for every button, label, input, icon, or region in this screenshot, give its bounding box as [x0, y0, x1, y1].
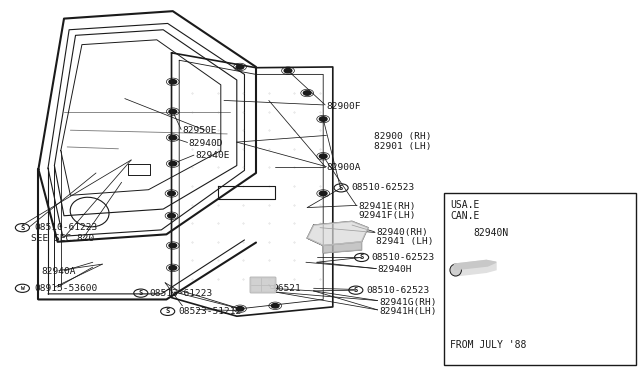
Text: S: S [20, 225, 24, 231]
Text: S: S [339, 185, 343, 191]
Circle shape [284, 68, 292, 73]
Polygon shape [307, 221, 368, 246]
Circle shape [319, 191, 327, 196]
Text: 08915-53600: 08915-53600 [34, 284, 97, 293]
Polygon shape [454, 260, 496, 276]
Circle shape [319, 154, 327, 158]
Text: 08510-62523: 08510-62523 [351, 183, 415, 192]
Circle shape [303, 91, 311, 95]
Polygon shape [323, 242, 362, 253]
Circle shape [271, 304, 279, 308]
Circle shape [169, 109, 177, 114]
Text: *828*0026: *828*0026 [579, 357, 621, 366]
Text: 82941H(LH): 82941H(LH) [379, 307, 436, 316]
Circle shape [168, 191, 175, 196]
Text: 92941F(LH): 92941F(LH) [358, 211, 416, 220]
Text: 82901 (LH): 82901 (LH) [374, 142, 432, 151]
Circle shape [169, 80, 177, 84]
Circle shape [236, 65, 244, 69]
Text: 08510-62523: 08510-62523 [372, 253, 435, 262]
Circle shape [169, 243, 177, 248]
Text: 82941 (LH): 82941 (LH) [376, 237, 434, 246]
Text: 08510-61223: 08510-61223 [34, 223, 97, 232]
Text: 82940(RH): 82940(RH) [376, 228, 428, 237]
Text: 82900F: 82900F [326, 102, 361, 110]
Text: 08523-51212: 08523-51212 [178, 307, 241, 316]
Text: S: S [360, 254, 364, 260]
Text: S: S [139, 290, 143, 296]
Polygon shape [454, 260, 496, 270]
Text: SEE SEC.820: SEE SEC.820 [31, 234, 94, 243]
Text: 82941G(RH): 82941G(RH) [379, 298, 436, 307]
Text: 82950E: 82950E [182, 126, 217, 135]
Circle shape [169, 266, 177, 270]
Text: 82900A: 82900A [326, 163, 361, 172]
Polygon shape [250, 277, 275, 292]
Text: 08510-62523: 08510-62523 [366, 286, 429, 295]
Text: S: S [354, 287, 358, 293]
Circle shape [169, 161, 177, 166]
Text: 82940H: 82940H [378, 265, 412, 274]
Text: 82941E(RH): 82941E(RH) [358, 202, 416, 211]
Text: FROM JULY '88: FROM JULY '88 [450, 340, 526, 350]
Circle shape [168, 214, 175, 218]
Text: 82940A: 82940A [42, 267, 76, 276]
Text: 08513-61223: 08513-61223 [150, 289, 213, 298]
Bar [444, 193, 636, 365]
Text: S: S [166, 308, 170, 314]
Text: W: W [20, 286, 24, 291]
Text: 82940D: 82940D [189, 139, 223, 148]
Text: 82940N: 82940N [474, 228, 509, 238]
Text: CAN.E: CAN.E [450, 211, 479, 221]
Circle shape [236, 307, 244, 311]
Text: 82900 (RH): 82900 (RH) [374, 132, 432, 141]
Circle shape [169, 135, 177, 140]
Text: 96521: 96521 [272, 284, 301, 293]
Circle shape [319, 117, 327, 121]
Text: USA.E: USA.E [450, 200, 479, 210]
Text: 82940E: 82940E [195, 151, 230, 160]
Ellipse shape [450, 264, 461, 276]
